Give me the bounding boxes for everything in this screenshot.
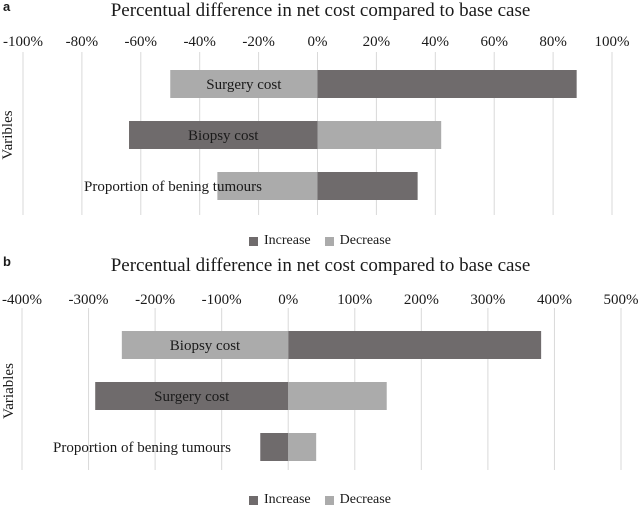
legend-label-increase: Increase <box>264 492 311 507</box>
bar-increase <box>129 121 318 149</box>
category-label: Surgery cost <box>154 389 230 405</box>
x-tick-label: 100% <box>337 292 372 308</box>
x-tick-label: 200% <box>404 292 439 308</box>
chart-panel-b: b Percentual difference in net cost comp… <box>0 254 641 509</box>
x-tick-label: 100% <box>595 34 630 50</box>
legend-swatch-decrease <box>324 236 334 246</box>
bar-decrease <box>170 70 318 98</box>
x-tick-label: -100% <box>3 34 43 50</box>
x-tick-label: -80% <box>66 34 99 50</box>
legend-item-decrease: Decrease <box>324 492 391 508</box>
x-tick-label: -200% <box>135 292 175 308</box>
legend: Increase Decrease <box>249 492 405 508</box>
category-label: Proportion of bening tumours <box>53 440 231 456</box>
legend-label-decrease: Decrease <box>339 233 391 248</box>
legend-item-increase: Increase <box>249 233 311 249</box>
chart-title: Percentual difference in net cost compar… <box>110 255 531 276</box>
legend-item-increase: Increase <box>249 492 311 508</box>
chart-panel-a: a Percentual difference in net cost comp… <box>0 0 641 252</box>
bar-increase <box>317 70 577 98</box>
x-tick-label: -400% <box>2 292 42 308</box>
x-tick-label: 60% <box>480 34 508 50</box>
x-tick-label: -60% <box>125 34 158 50</box>
legend-swatch-increase <box>249 236 258 246</box>
category-label: Biopsy cost <box>188 128 259 144</box>
category-label: Surgery cost <box>206 77 282 93</box>
legend-swatch-decrease <box>324 495 334 505</box>
bar-decrease <box>288 382 387 410</box>
x-tick-label: -20% <box>242 34 275 50</box>
panel-label: b <box>3 254 11 269</box>
legend-label-increase: Increase <box>264 233 311 248</box>
x-tick-label: 0% <box>308 34 328 50</box>
bar-increase <box>288 331 542 359</box>
x-tick-label: 500% <box>604 292 639 308</box>
category-label: Proportion of bening tumours <box>84 179 262 195</box>
y-axis-label: Varibles <box>0 110 16 159</box>
bar-decrease <box>317 121 442 149</box>
x-tick-label: 40% <box>422 34 450 50</box>
bar-increase <box>317 172 418 200</box>
x-tick-label: 0% <box>278 292 298 308</box>
chart-plot: -100% -80% -60% -40% -20% 0% 20% 40% 60% 80% 100% V… <box>0 34 630 215</box>
y-axis-label: Variables <box>1 363 17 419</box>
x-tick-label: -300% <box>69 292 109 308</box>
legend-label-decrease: Decrease <box>339 492 391 507</box>
bar-decrease <box>288 433 317 461</box>
panel-label: a <box>3 0 11 14</box>
x-tick-label: 300% <box>470 292 505 308</box>
bar-increase <box>95 382 289 410</box>
chart-title: Percentual difference in net cost compar… <box>110 0 531 21</box>
x-tick-label: 400% <box>537 292 572 308</box>
x-tick-label: 80% <box>539 34 567 50</box>
bar-decrease <box>217 172 318 200</box>
x-tick-label: 20% <box>363 34 391 50</box>
legend: Increase Decrease <box>249 233 405 249</box>
legend-swatch-increase <box>249 495 258 505</box>
legend-item-decrease: Decrease <box>324 233 391 249</box>
x-tick-label: -40% <box>183 34 216 50</box>
chart-plot: -400% -300% -200% -100% 0% 100% 200% 300% 400% 50… <box>1 292 639 470</box>
bar-increase <box>260 433 289 461</box>
x-tick-label: -100% <box>202 292 242 308</box>
category-label: Biopsy cost <box>170 338 241 354</box>
bar-decrease <box>121 331 289 359</box>
